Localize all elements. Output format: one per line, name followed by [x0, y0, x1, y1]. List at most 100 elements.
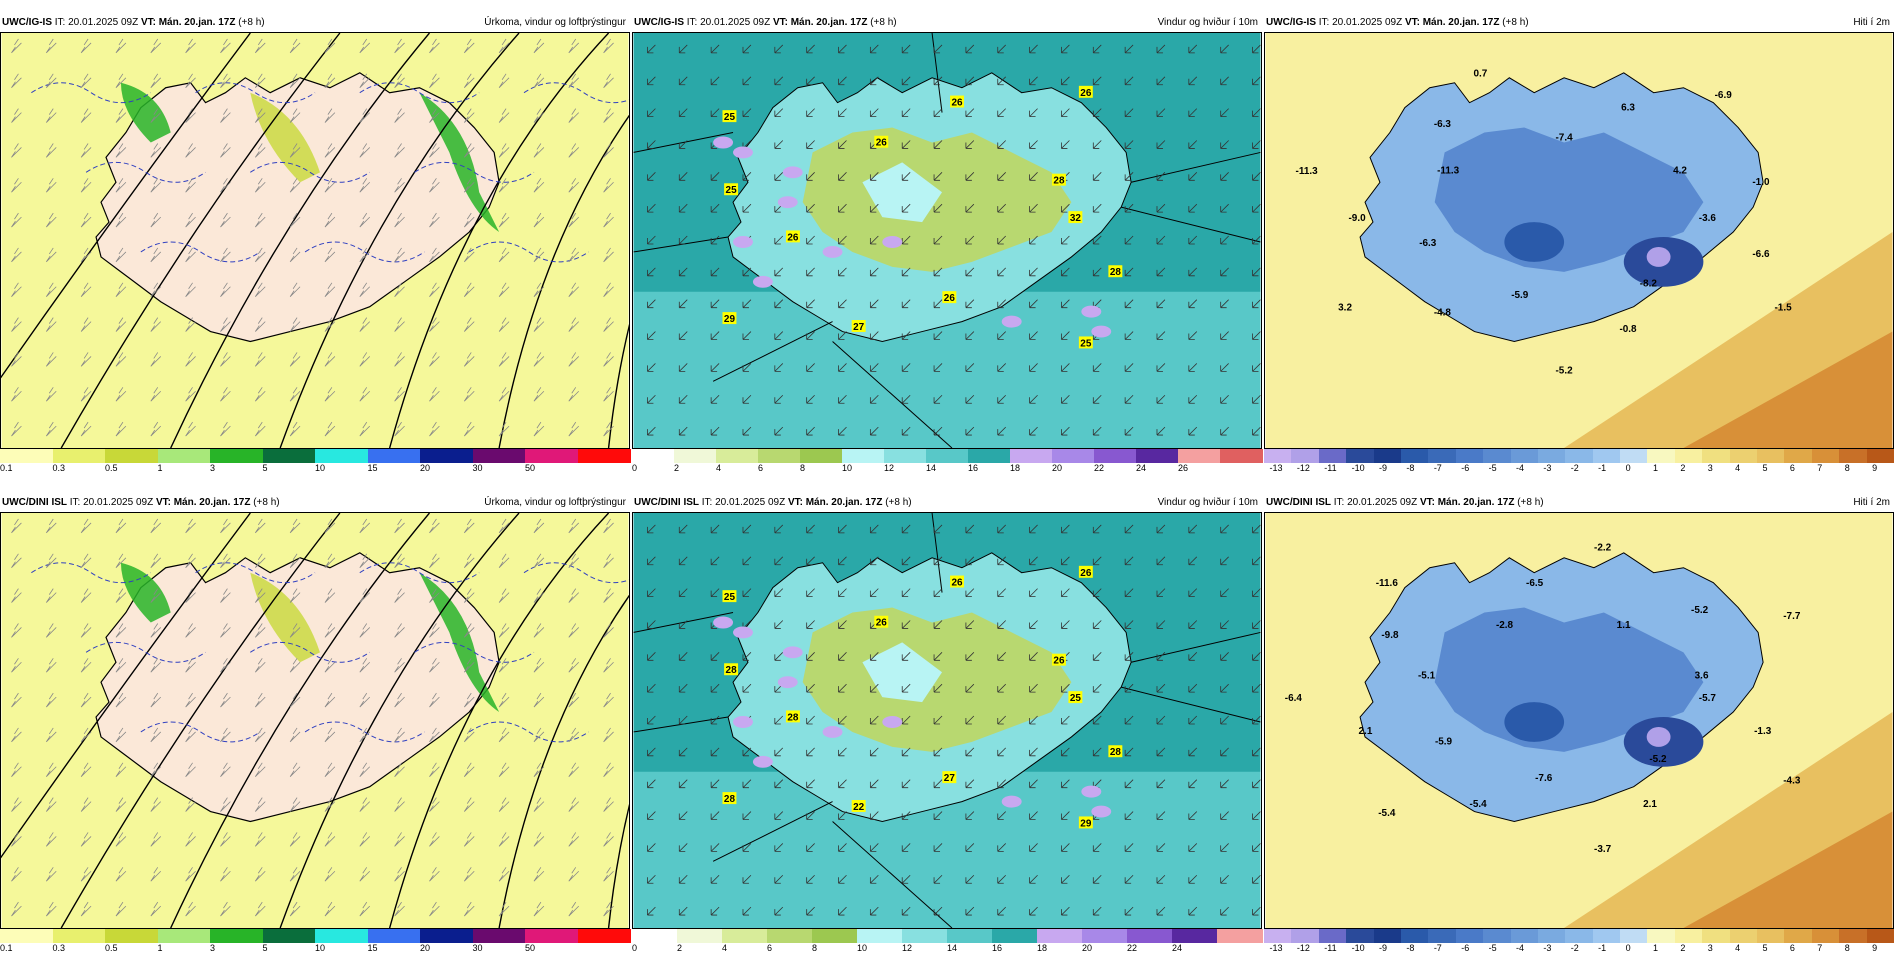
wind-arrow [997, 906, 1006, 916]
wind-arrow [1124, 715, 1134, 725]
legend-swatch [1217, 929, 1263, 943]
wind-arrow [869, 747, 879, 757]
model-name: UWC/DINI ISL [634, 497, 699, 508]
gust-label-bg [1051, 653, 1066, 666]
legend-tick: 8 [800, 463, 806, 473]
value-label: -4.3 [1783, 775, 1801, 786]
gust-label-bg [785, 710, 800, 723]
gust-patch [822, 725, 843, 738]
wind-arrow [933, 556, 943, 566]
wind-arrow [742, 843, 752, 852]
legend-swatch [420, 929, 473, 943]
wind-barb [603, 352, 614, 367]
wind-barb [115, 108, 127, 123]
wind-barb [359, 832, 371, 847]
wind-barb [394, 317, 405, 332]
wind-arrow [774, 76, 784, 86]
valid-time: VT: Mán. 20.jan. 17Z [787, 497, 883, 508]
wind-barb [150, 727, 162, 743]
wind-barb [429, 247, 440, 263]
wind-barb [150, 658, 162, 673]
value-label: 1.1 [1617, 620, 1631, 631]
value-label: 25 [1070, 693, 1082, 704]
value-label: 25 [724, 592, 736, 603]
wind-arrow [678, 44, 688, 54]
wind-barb [150, 762, 162, 778]
wind-arrow [1252, 235, 1261, 245]
wind-barb [80, 178, 92, 193]
isotherm-line [523, 562, 629, 584]
wind-arrow [869, 331, 879, 340]
lead-time: (+8 h) [250, 497, 280, 508]
wind-arrow [869, 779, 879, 789]
wind-arrow [901, 76, 911, 86]
legend-swatch [767, 929, 813, 943]
wind-arrow [901, 363, 911, 372]
wind-barb [289, 212, 301, 228]
wind-barb [394, 143, 405, 158]
highland-wind [862, 162, 943, 223]
wind-barb [289, 797, 301, 812]
legend-swatch [992, 929, 1038, 943]
wind-barb [289, 38, 301, 54]
wind-barb [254, 727, 266, 743]
wind-arrow [1029, 906, 1038, 916]
wind-arrow [1220, 140, 1229, 149]
value-label: -8.2 [1640, 278, 1658, 289]
wind-arrow [647, 652, 656, 661]
wind-barb [80, 143, 92, 158]
wind-arrow [678, 843, 688, 852]
color-legend: 0 2 4 6 8 10 12 14 16 18 20 22 24 [632, 929, 1263, 955]
wind-arrow [1252, 843, 1261, 852]
wind-arrow [1061, 267, 1070, 277]
color-legend: 0.1 0.3 0.5 1 3 5 10 15 20 30 50 [0, 929, 631, 955]
wind-barb [45, 623, 57, 638]
wind-arrow [647, 843, 656, 852]
wind-arrow [1220, 556, 1229, 566]
wind-barb [185, 588, 196, 603]
precip-band-north [250, 92, 320, 183]
gust-label-bg [874, 615, 889, 628]
wind-arrow [1029, 874, 1038, 884]
wind-barb [220, 421, 231, 437]
legend-swatch [525, 449, 578, 463]
wind-arrow [1220, 267, 1229, 277]
wind-barb [80, 317, 92, 332]
isobar-line [60, 33, 341, 448]
legend-tick: 9 [1872, 463, 1878, 473]
wind-barb [359, 658, 371, 673]
wind-barb [289, 178, 301, 193]
legend-tick: -3 [1543, 943, 1552, 953]
wind-arrow [997, 76, 1006, 86]
wind-barb [289, 317, 301, 332]
wind-arrow [965, 299, 975, 309]
wind-barb [359, 797, 371, 812]
legend-swatch [1220, 449, 1263, 463]
wind-barb [45, 832, 57, 847]
wind-arrow [742, 76, 752, 86]
wind-arrow [1188, 140, 1198, 149]
map-panel-p5: UWC/DINI ISL IT: 20.01.2025 09Z VT: Mán.… [632, 494, 1263, 953]
lead-time: (+8 h) [1499, 17, 1529, 28]
wind-barb [533, 553, 545, 569]
value-label: -1.5 [1775, 303, 1793, 314]
value-label: 25 [1080, 338, 1092, 349]
isobar-line [279, 513, 520, 928]
wind-arrow [1029, 76, 1038, 86]
precip-band-west [120, 82, 171, 143]
wind-arrow [1124, 779, 1134, 789]
legend-swatch [1346, 449, 1375, 463]
isotherm-line [523, 82, 629, 104]
isobar-line [1, 513, 251, 859]
wind-arrow [678, 620, 688, 629]
wind-barb [11, 832, 22, 847]
wind-arrow [742, 524, 752, 534]
wind-arrow [1029, 779, 1038, 789]
legend-tick: 8 [812, 943, 818, 953]
wind-arrow [1252, 715, 1261, 725]
parameter-title: Hiti í 2m [1853, 497, 1890, 508]
wind-barb [463, 352, 475, 367]
legend-swatch [1510, 929, 1539, 943]
wind-barb [11, 518, 22, 534]
init-time: IT: 20.01.2025 09Z [684, 17, 773, 28]
